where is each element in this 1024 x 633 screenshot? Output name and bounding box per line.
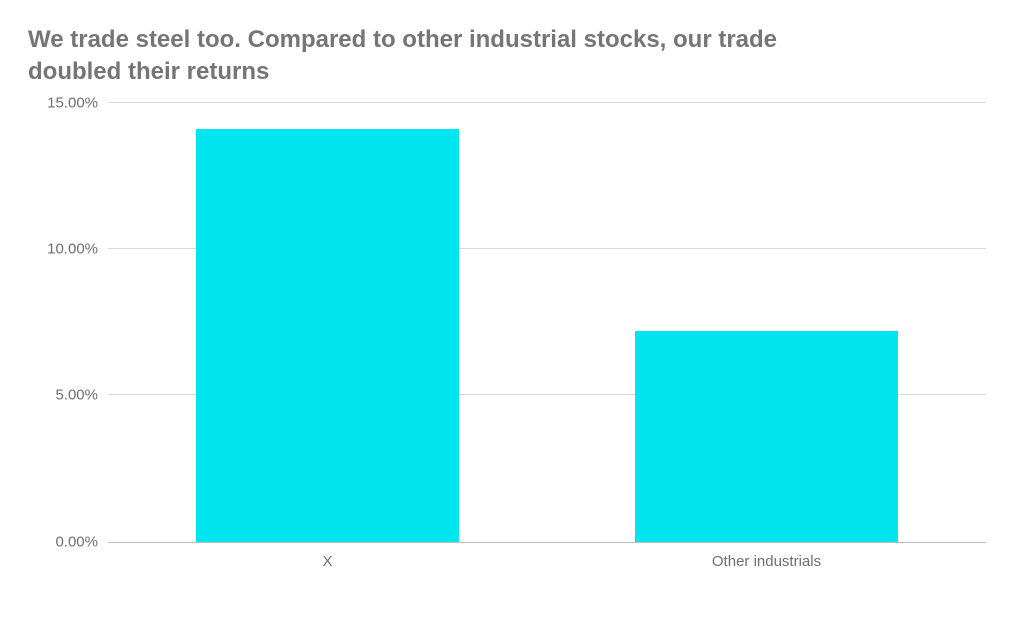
x-tick-label: Other industrials [712,553,821,570]
plot-area: 0.00% 5.00% 10.00% 15.00% X Other indust… [28,103,996,583]
gridline: 15.00% [108,102,986,103]
bar-chart: We trade steel too. Compared to other in… [0,0,1024,633]
bar [196,129,459,542]
plot-inner: 0.00% 5.00% 10.00% 15.00% [108,103,986,543]
x-tick-label: X [322,553,332,570]
y-tick-label: 10.00% [28,241,98,258]
x-axis: X Other industrials [108,543,986,583]
y-tick-label: 0.00% [28,533,98,550]
y-tick-label: 15.00% [28,94,98,111]
y-tick-label: 5.00% [28,387,98,404]
bar [635,331,898,542]
chart-title: We trade steel too. Compared to other in… [28,24,788,89]
